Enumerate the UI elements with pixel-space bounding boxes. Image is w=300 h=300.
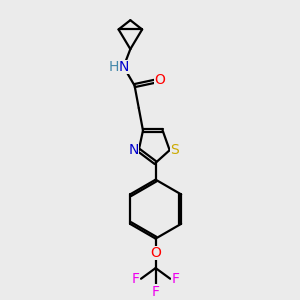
Text: N: N bbox=[118, 60, 128, 74]
Text: F: F bbox=[171, 272, 179, 286]
Text: H: H bbox=[109, 60, 119, 74]
Text: F: F bbox=[152, 285, 160, 299]
Text: O: O bbox=[150, 246, 161, 260]
Text: S: S bbox=[170, 143, 179, 157]
Text: O: O bbox=[154, 73, 165, 87]
Text: N: N bbox=[129, 143, 139, 157]
Text: F: F bbox=[132, 272, 140, 286]
